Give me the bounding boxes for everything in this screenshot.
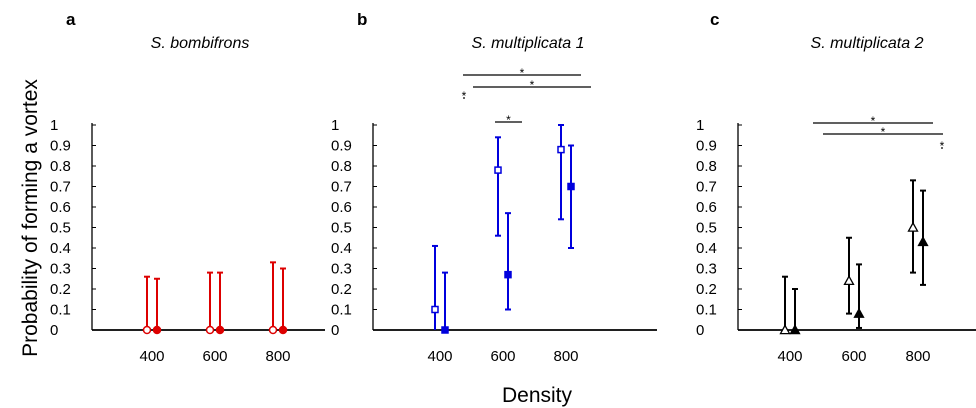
- x-tick-label: 800: [905, 348, 930, 365]
- data-point: [441, 326, 449, 334]
- data-point: [152, 325, 162, 335]
- data-point: [853, 307, 865, 318]
- x-tick-label: 800: [553, 348, 578, 365]
- x-tick-label: 400: [139, 348, 164, 365]
- data-point: [205, 325, 215, 335]
- data-point: [917, 236, 929, 247]
- panel-title: S. multiplicata 1: [472, 35, 585, 52]
- data-point: [779, 324, 791, 335]
- panel-title: S. bombifrons: [151, 35, 250, 52]
- significance-star: *: [520, 66, 525, 80]
- y-tick-label: 0.2: [331, 281, 352, 298]
- y-tick-label: 0.5: [50, 220, 71, 237]
- significance-star: *: [462, 89, 467, 103]
- y-tick-label: 0.4: [696, 240, 717, 257]
- panel-letter: c: [710, 10, 719, 29]
- y-tick-label: 0.3: [50, 261, 71, 278]
- panel-title: S. multiplicata 2: [811, 35, 924, 52]
- x-tick-label: 600: [490, 348, 515, 365]
- x-axis-title: Density: [502, 384, 573, 407]
- y-tick-label: 0: [696, 322, 704, 339]
- data-point: [557, 145, 565, 154]
- y-tick-label: 1: [331, 117, 339, 134]
- data-point: [504, 270, 512, 279]
- panel-letter: b: [357, 10, 367, 29]
- y-tick-label: 0.9: [331, 138, 352, 155]
- x-tick-label: 600: [841, 348, 866, 365]
- y-tick-label: 0: [331, 322, 339, 339]
- y-tick-label: 0.5: [696, 220, 717, 237]
- data-point: [567, 182, 575, 191]
- panel-c: c S. multiplicata 2 0 0.1 0.2 0.3 0.4 0.5 0.6 0.7…: [696, 10, 976, 365]
- panel-b: b S. multiplicata 1 0 0.1 0.2 0.3 0.4 0.5 0.6 0.7…: [331, 10, 657, 365]
- data-point: [843, 274, 855, 286]
- x-tick-label: 400: [427, 348, 452, 365]
- y-tick-label: 0.1: [50, 302, 71, 319]
- y-tick-label: 0.3: [696, 261, 717, 278]
- y-tick-label: 0.1: [696, 302, 717, 319]
- significance-star: *: [506, 113, 511, 127]
- data-point: [907, 221, 919, 232]
- data-point: [268, 325, 278, 335]
- data-point: [142, 325, 152, 335]
- y-tick-label: 0.5: [331, 220, 352, 237]
- y-tick-label: 0.6: [331, 199, 352, 216]
- x-tick-label: 400: [777, 348, 802, 365]
- data-point: [278, 325, 288, 335]
- y-tick-label: 0.4: [50, 240, 71, 257]
- y-tick-label: 1: [50, 117, 58, 134]
- y-tick-label: 0.6: [696, 199, 717, 216]
- y-tick-label: 0.8: [696, 158, 717, 175]
- y-tick-label: 0.2: [50, 281, 71, 298]
- y-tick-label: 0.8: [50, 158, 71, 175]
- y-tick-label: 0.2: [696, 281, 717, 298]
- y-tick-label: 0.4: [331, 240, 352, 257]
- panel-letter: a: [66, 10, 76, 29]
- y-tick-label: 1: [696, 117, 704, 134]
- data-point: [494, 166, 502, 174]
- significance-star: *: [530, 78, 535, 92]
- data-point: [215, 325, 225, 335]
- y-tick-label: 0.9: [696, 138, 717, 155]
- panel-a: a S. bombifrons 0 0.1 0.2 0.3 0.4 0.5 0.6 0.7 0.8 0…: [50, 10, 325, 365]
- y-tick-label: 0.7: [696, 179, 717, 196]
- data-point: [789, 324, 801, 335]
- y-tick-label: 0.6: [50, 199, 71, 216]
- significance-star: *: [871, 114, 876, 128]
- x-tick-label: 600: [202, 348, 227, 365]
- data-point: [431, 305, 439, 314]
- y-tick-label: 0.8: [331, 158, 352, 175]
- y-tick-label: 0.7: [331, 179, 352, 196]
- significance-star: *: [940, 139, 945, 153]
- y-tick-label: 0.7: [50, 179, 71, 196]
- x-tick-label: 800: [265, 348, 290, 365]
- y-tick-label: 0.9: [50, 138, 71, 155]
- y-tick-label: 0.3: [331, 261, 352, 278]
- y-axis-title: Probability of forming a vortex: [19, 79, 42, 357]
- significance-star: *: [881, 125, 886, 139]
- y-tick-label: 0: [50, 322, 58, 339]
- y-tick-label: 0.1: [331, 302, 352, 319]
